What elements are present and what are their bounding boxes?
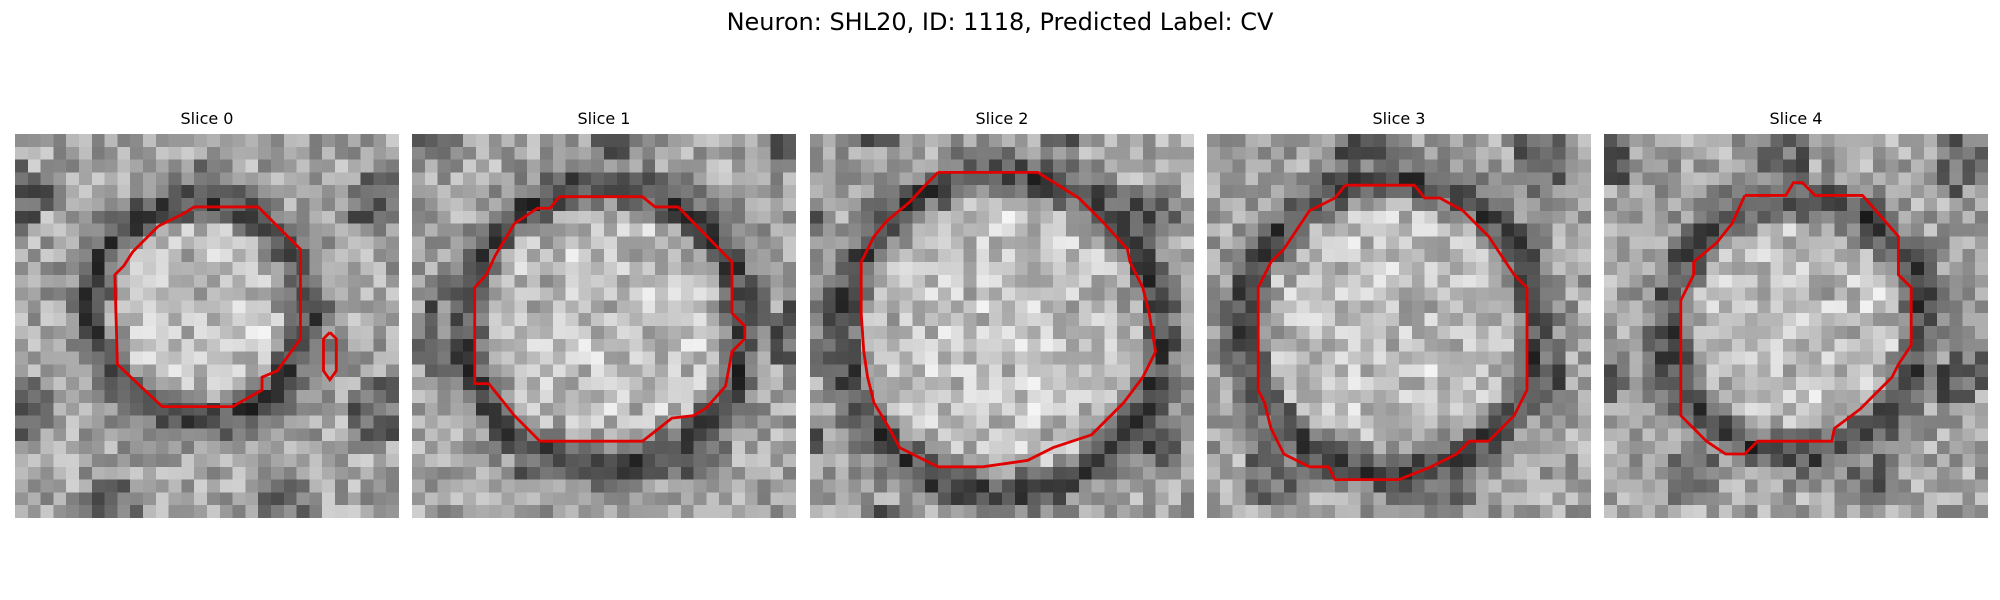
slice-panel-1: Slice 1 (412, 108, 796, 518)
slice-4-contour (1679, 181, 1913, 456)
slice-2-contour (859, 170, 1158, 469)
slice-panel-2: Slice 2 (810, 108, 1194, 518)
slice-0-small-contour (322, 331, 338, 383)
slice-0-title: Slice 0 (180, 109, 234, 128)
slice-1-image (412, 134, 796, 518)
slice-3-image (1207, 134, 1591, 518)
slice-2-pixels (810, 134, 1194, 518)
slice-panel-3: Slice 3 (1207, 108, 1591, 518)
slice-2-title: Slice 2 (975, 109, 1029, 128)
slice-1-title: Slice 1 (577, 109, 631, 128)
slice-1-pixels (412, 134, 796, 518)
slice-panel-0: Slice 0 (15, 108, 399, 518)
slice-0-pixels (15, 134, 399, 518)
slice-0-image (15, 134, 399, 518)
slice-3-pixels (1207, 134, 1591, 518)
slice-1-contour (473, 195, 747, 443)
slice-3-contour (1256, 183, 1529, 482)
slice-4-image (1604, 134, 1988, 518)
figure-title: Neuron: SHL20, ID: 1118, Predicted Label… (726, 8, 1274, 36)
slice-4-title: Slice 4 (1769, 109, 1823, 128)
slice-4-pixels (1604, 134, 1988, 518)
slice-3-title: Slice 3 (1372, 109, 1426, 128)
slice-2-image (810, 134, 1194, 518)
slice-panel-4: Slice 4 (1604, 108, 1988, 518)
slice-0-contour (113, 205, 302, 409)
